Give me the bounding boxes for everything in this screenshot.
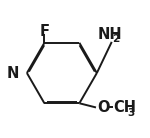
Text: 2: 2	[112, 34, 119, 44]
Text: N: N	[7, 66, 19, 80]
Text: F: F	[39, 24, 49, 39]
Text: O: O	[98, 100, 110, 115]
Text: NH: NH	[98, 27, 122, 42]
Text: 3: 3	[128, 108, 135, 118]
Text: CH: CH	[113, 100, 136, 115]
